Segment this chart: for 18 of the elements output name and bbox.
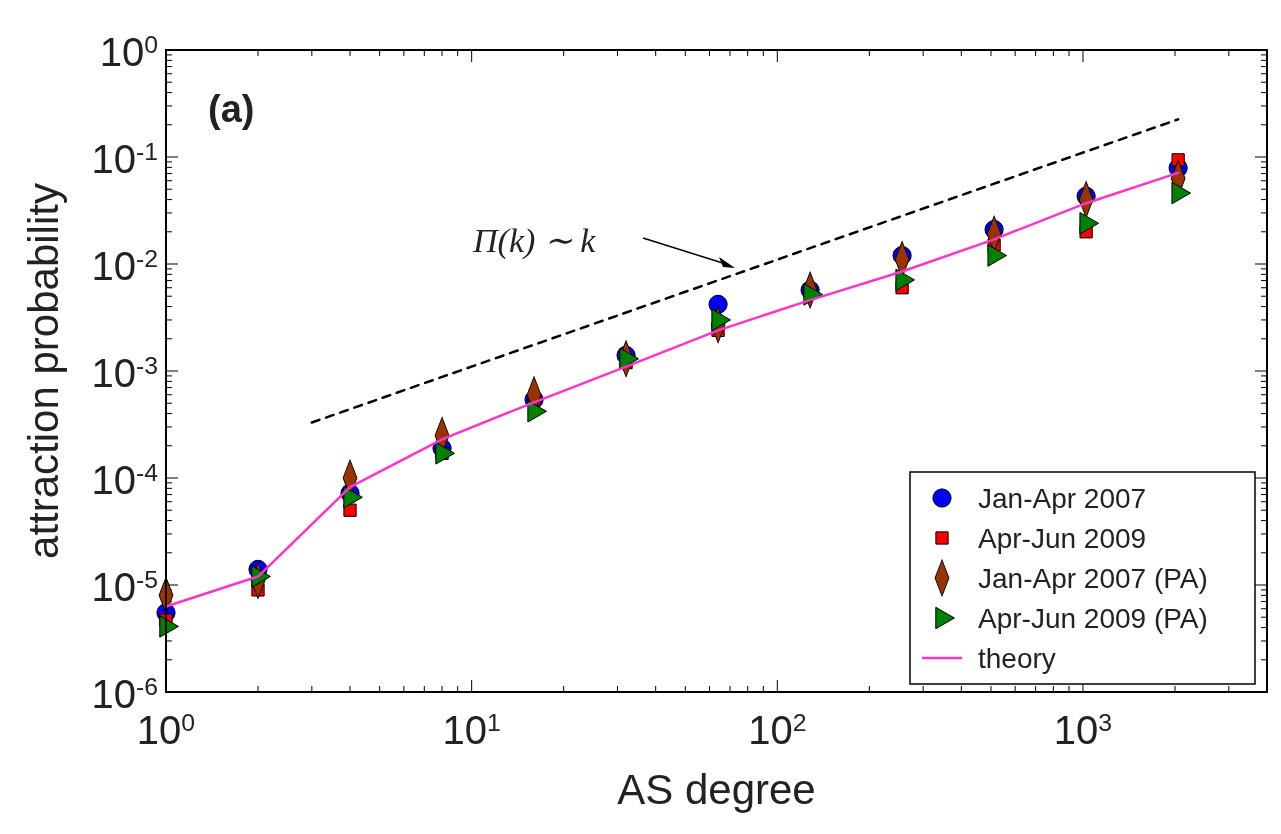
y-tick-label: 10$^{0}$ — [99, 30, 158, 74]
legend-label: theory — [978, 643, 1056, 674]
y-tick-label: 10$^{-5}$ — [91, 565, 158, 609]
y-tick-label: 10$^{-1}$ — [91, 137, 158, 181]
x-tick-label: 10$^{2}$ — [748, 708, 807, 752]
annotation: (a) — [208, 88, 255, 130]
legend-label: Jan-Apr 2007 — [978, 483, 1147, 514]
x-axis-title: AS degree — [617, 766, 816, 813]
legend-label: Apr-Jun 2009 (PA) — [978, 603, 1208, 634]
y-tick-label: 10$^{-3}$ — [91, 351, 158, 395]
y-axis-title: attraction probability — [20, 183, 67, 559]
x-tick-label: 10$^{1}$ — [442, 708, 501, 752]
x-tick-label: 10$^{3}$ — [1053, 708, 1113, 752]
annotation: Π(k) ∼ k — [472, 222, 597, 260]
y-tick-label: 10$^{-2}$ — [91, 244, 158, 288]
y-tick-label: 10$^{-4}$ — [91, 458, 159, 502]
legend-label: Jan-Apr 2007 (PA) — [978, 563, 1208, 594]
legend-label: Apr-Jun 2009 — [978, 523, 1147, 554]
